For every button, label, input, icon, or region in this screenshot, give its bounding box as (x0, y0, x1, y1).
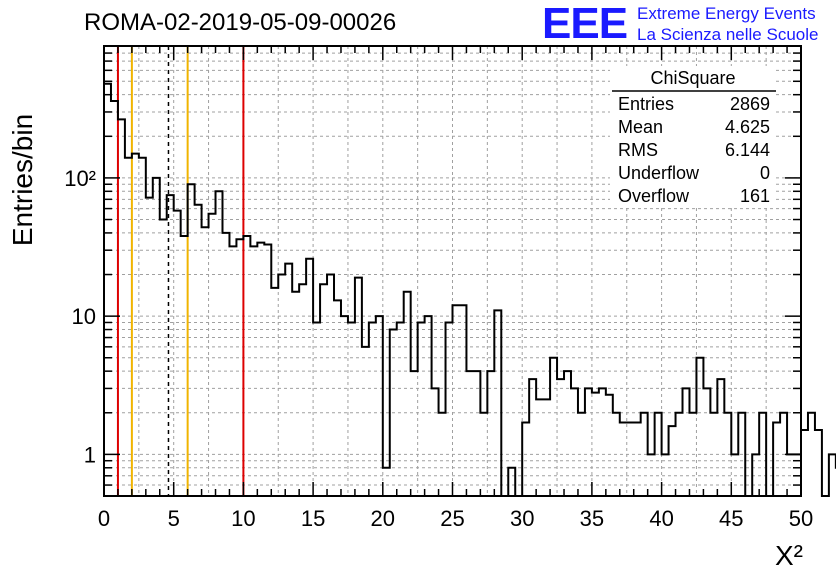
stats-entries-label: Entries (618, 94, 674, 114)
y-tick-label: 10 (72, 304, 96, 329)
x-axis-title: Χ² (775, 540, 803, 571)
stats-underflow-label: Underflow (618, 163, 700, 183)
stats-background (610, 66, 776, 208)
y-tick-label: 10² (64, 166, 96, 191)
stats-overflow-value: 161 (740, 186, 770, 206)
stats-entries-value: 2869 (730, 94, 770, 114)
x-tick-label: 5 (168, 506, 180, 531)
stats-rms-label: RMS (618, 140, 658, 160)
y-axis-title: Entries/bin (7, 114, 38, 246)
stats-overflow-label: Overflow (618, 186, 690, 206)
x-tick-labels: 0 5 10 15 20 25 30 35 40 45 50 (98, 506, 813, 531)
x-tick-label: 40 (649, 506, 673, 531)
x-tick-label: 30 (510, 506, 534, 531)
x-tick-label: 45 (719, 506, 743, 531)
logo-line2: La Scienza nelle Scuole (637, 25, 819, 44)
histogram-outline (103, 82, 836, 497)
stats-title: ChiSquare (650, 68, 735, 88)
x-tick-label: 50 (789, 506, 813, 531)
stats-rms-value: 6.144 (725, 140, 770, 160)
stats-underflow-value: 0 (760, 163, 770, 183)
x-tick-label: 20 (371, 506, 395, 531)
x-tick-label: 25 (440, 506, 464, 531)
stats-box: ChiSquare Entries 2869 Mean 4.625 RMS 6.… (610, 66, 776, 208)
page-title: ROMA-02-2019-05-09-00026 (84, 9, 397, 36)
y-tick-label: 1 (84, 442, 96, 467)
y-tick-labels: 1 10 10² (64, 166, 96, 467)
axis-ticks (103, 45, 802, 497)
x-tick-label: 35 (580, 506, 604, 531)
x-tick-label: 0 (98, 506, 110, 531)
x-tick-label: 10 (231, 506, 255, 531)
stats-mean-value: 4.625 (725, 117, 770, 137)
x-tick-label: 15 (301, 506, 325, 531)
reference-lines (116, 46, 245, 496)
logo-mark: EEE (542, 0, 628, 48)
stats-mean-label: Mean (618, 117, 663, 137)
logo-line1: Extreme Energy Events (637, 4, 816, 23)
